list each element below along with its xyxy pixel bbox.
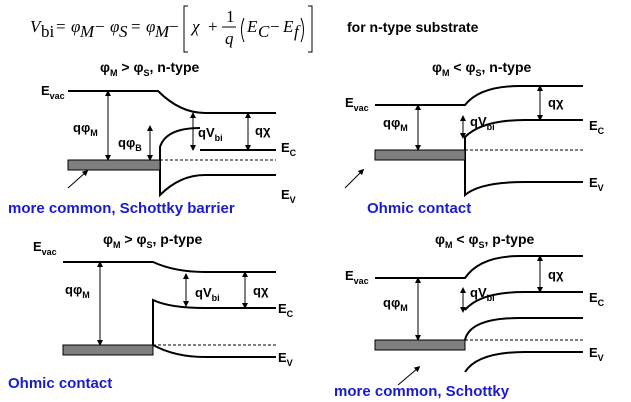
- eq-bracket-left: [183, 5, 188, 53]
- eq-ec-sub: C: [258, 22, 270, 41]
- eq-phi-m-2-sub: M: [154, 22, 170, 41]
- panel-tr-title: φM < φS, n-type: [432, 59, 532, 78]
- tr-vacuum-level: [375, 85, 583, 106]
- bl-conduction-band: [152, 298, 276, 345]
- eq-phi-s-sub: S: [119, 22, 128, 41]
- tr-ec-label: EC: [589, 118, 605, 136]
- br-vacuum-level: [375, 255, 583, 279]
- bl-ev-label: EV: [278, 350, 293, 368]
- eq-phi-s: φ: [110, 17, 119, 36]
- tr-caption: Ohmic contact: [367, 200, 471, 217]
- eq-paren-left: [241, 17, 245, 43]
- eq-plus: +: [208, 17, 218, 36]
- eq-ec: E: [246, 17, 258, 36]
- br-qchi-label: qχ: [548, 267, 564, 282]
- tr-qchi-label: qχ: [548, 95, 564, 110]
- eq-ef: E: [282, 17, 294, 36]
- equation: V bi = φ M − φ S = φ M − χ + 1 q E C − E…: [30, 5, 313, 53]
- eq-vbi: V: [30, 17, 43, 36]
- br-ev-label: EV: [589, 345, 604, 363]
- bl-vacuum-level: [63, 261, 276, 273]
- tl-conduction-band-bend: [159, 127, 201, 160]
- tl-caption: more common, Schottky barrier: [8, 200, 235, 217]
- eq-phi-m: φ: [71, 17, 80, 36]
- eq-frac-den: q: [225, 29, 234, 48]
- tr-qvbi-label: qVbi: [470, 114, 495, 132]
- eq-equals-2: =: [131, 17, 141, 36]
- br-conduction-band-upper: [464, 317, 583, 341]
- tl-qphim-label: qφM: [73, 120, 98, 138]
- panel-bottom-right: φM < φS, p-type Evac qφM qVbi qχ EC EV m…: [334, 231, 605, 400]
- eq-equals-1: =: [56, 17, 66, 36]
- tl-vacuum-level: [68, 90, 276, 114]
- bl-valence-band: [152, 344, 276, 358]
- br-evac-label: Evac: [345, 268, 369, 286]
- eq-bracket-right: [308, 5, 313, 53]
- tr-valence-band: [464, 150, 583, 198]
- eq-vbi-sub: bi: [41, 22, 55, 41]
- br-pointer-arrow: [397, 366, 421, 386]
- bl-ec-label: EC: [278, 301, 294, 319]
- panel-br-title: φM < φS, p-type: [435, 231, 535, 250]
- br-conduction-band: [464, 291, 583, 311]
- eq-minus-3: −: [270, 17, 280, 36]
- eq-frac-num: 1: [226, 7, 235, 26]
- bl-caption: Ohmic contact: [8, 375, 112, 392]
- tl-valence-band: [159, 160, 276, 198]
- br-valence-band: [464, 351, 583, 373]
- bl-qchi-label: qχ: [253, 283, 269, 298]
- tr-qphim-label: qφM: [383, 115, 408, 133]
- panel-top-right: φM < φS, n-type Evac qφM qVbi qχ EC EV O…: [344, 59, 605, 217]
- tr-ev-label: EV: [589, 175, 604, 193]
- eq-chi: χ: [190, 17, 200, 36]
- eq-paren-right: [300, 17, 304, 43]
- eq-minus-2: −: [169, 17, 179, 36]
- eq-ef-sub: f: [294, 22, 301, 41]
- bl-metal-block: [62, 344, 154, 356]
- panel-bl-title: φM > φS, p-type: [103, 231, 203, 250]
- tr-pointer-arrow: [344, 168, 365, 189]
- tl-evac-label: Evac: [41, 83, 65, 101]
- br-qvbi-label: qVbi: [470, 285, 495, 303]
- panel-bottom-left: φM > φS, p-type Evac qφM qVbi qχ EC EV O…: [8, 231, 294, 392]
- tl-pointer-arrow: [67, 170, 89, 189]
- heading-n-type-substrate: for n-type substrate: [347, 19, 479, 35]
- br-qphim-label: qφM: [383, 295, 408, 313]
- tr-metal-block: [374, 149, 466, 161]
- br-caption: more common, Schottky: [334, 383, 510, 400]
- bl-qphim-label: qφM: [65, 282, 90, 300]
- bl-qvbi-label: qVbi: [195, 285, 220, 303]
- tl-ev-label: EV: [281, 187, 296, 205]
- panel-tl-title: φM > φS, n-type: [100, 59, 200, 78]
- br-metal-block: [374, 339, 466, 351]
- eq-minus-1: −: [95, 17, 105, 36]
- eq-phi-m-sub: M: [79, 22, 95, 41]
- panel-top-left: φM > φS, n-type Evac qφM qφB qVbi qχ EC …: [8, 59, 297, 217]
- tl-qvbi-label: qVbi: [198, 125, 223, 143]
- tl-qphib-label: qφB: [118, 135, 142, 153]
- tr-evac-label: Evac: [345, 95, 369, 113]
- tl-ec-label: EC: [281, 140, 297, 158]
- tl-qchi-label: qχ: [255, 123, 271, 138]
- tl-metal-block: [67, 159, 161, 171]
- br-ec-label: EC: [589, 290, 605, 308]
- bl-evac-label: Evac: [33, 239, 57, 257]
- eq-phi-m-2: φ: [146, 17, 155, 36]
